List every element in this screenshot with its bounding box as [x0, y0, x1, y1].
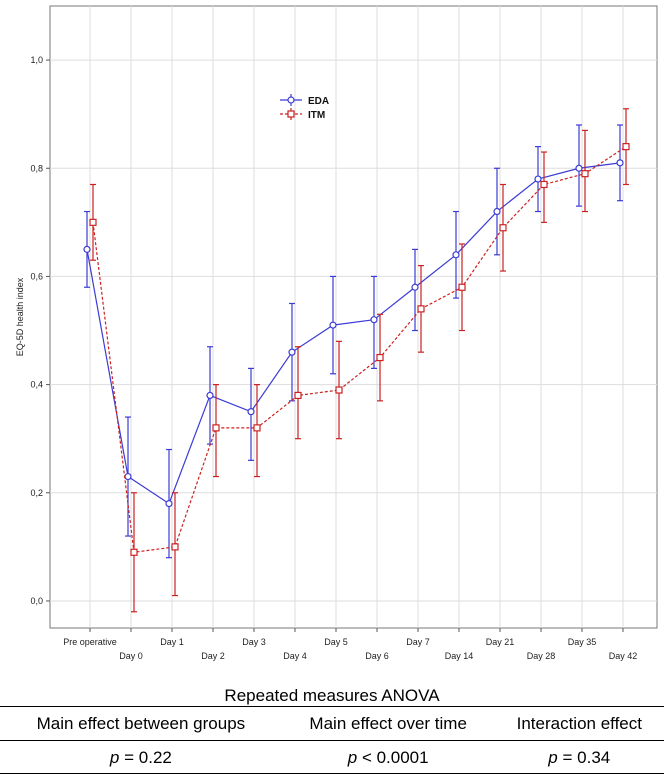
data-point	[499, 224, 507, 232]
anova-value-over-time: p < 0.0001	[281, 740, 495, 774]
data-point	[171, 543, 179, 551]
anova-table: Main effect between groups Main effect o…	[0, 706, 664, 774]
series-line	[92, 146, 627, 553]
plot-frame	[49, 5, 658, 629]
x-tick-label: Day 14	[445, 651, 474, 661]
p-symbol: p	[548, 748, 558, 767]
x-tick-label: Day 5	[324, 637, 348, 647]
y-tick-label: 0,6	[30, 271, 43, 281]
data-point	[165, 500, 173, 508]
series-line	[86, 162, 621, 505]
p-symbol: p	[109, 748, 120, 767]
data-point	[212, 424, 220, 432]
data-point	[622, 143, 630, 151]
data-point	[575, 164, 583, 172]
x-tick-label: Day 35	[568, 637, 597, 647]
x-tick-label: Day 7	[406, 637, 430, 647]
data-point	[130, 548, 138, 556]
y-axis-label: EQ-5D health index	[15, 277, 25, 356]
y-tick-label: 0,8	[30, 163, 43, 173]
data-point	[329, 321, 337, 329]
data-point	[288, 348, 296, 356]
data-point	[534, 175, 542, 183]
p-value: = 0.34	[562, 748, 611, 767]
x-tick-label: Day 42	[609, 651, 638, 661]
data-point	[89, 218, 97, 226]
data-point	[370, 316, 378, 324]
data-point	[124, 472, 132, 481]
x-tick-label: Day 3	[242, 637, 266, 647]
p-value: = 0.22	[124, 748, 172, 767]
x-tick-label: Day 1	[160, 637, 184, 647]
legend-marker	[287, 96, 295, 104]
x-tick-label: Day 0	[119, 651, 143, 661]
anova-value-row: p = 0.22 p < 0.0001 p = 0.34	[0, 740, 664, 774]
y-tick-label: 1,0	[30, 55, 43, 65]
data-point	[83, 245, 91, 253]
data-point	[376, 353, 384, 362]
x-tick-label: Day 28	[527, 651, 556, 661]
p-value: < 0.0001	[361, 748, 429, 767]
anova-value-interaction: p = 0.34	[494, 740, 664, 774]
data-point	[540, 180, 548, 189]
data-point	[294, 391, 302, 400]
y-tick-label: 0,2	[30, 488, 43, 498]
anova-header-between-groups: Main effect between groups	[0, 706, 282, 741]
data-point	[452, 251, 460, 259]
y-tick-label: 0,0	[30, 596, 43, 606]
x-tick-label: Day 4	[283, 651, 307, 661]
anova-header-interaction: Interaction effect	[494, 706, 664, 741]
anova-header-row: Main effect between groups Main effect o…	[0, 706, 664, 741]
data-point	[581, 170, 589, 178]
legend-label: EDA	[308, 96, 329, 107]
data-point	[253, 424, 261, 432]
data-point	[247, 408, 255, 416]
x-tick-label: Day 21	[486, 637, 515, 647]
data-point	[411, 283, 419, 291]
x-tick-label: Pre operative	[63, 637, 117, 647]
x-tick-label: Day 6	[365, 651, 389, 661]
anova-value-between-groups: p = 0.22	[0, 740, 282, 774]
data-point	[616, 159, 624, 167]
data-point	[417, 305, 425, 313]
data-point	[493, 207, 501, 216]
legend-marker	[287, 110, 295, 118]
data-point	[335, 386, 343, 394]
x-tick-label: Day 2	[201, 651, 225, 661]
data-point	[458, 283, 466, 291]
anova-header-over-time: Main effect over time	[281, 706, 495, 741]
data-point	[206, 391, 214, 400]
anova-title: Repeated measures ANOVA	[224, 686, 440, 705]
p-symbol: p	[347, 748, 358, 767]
y-tick-label: 0,4	[30, 380, 43, 390]
legend-label: ITM	[308, 110, 325, 121]
